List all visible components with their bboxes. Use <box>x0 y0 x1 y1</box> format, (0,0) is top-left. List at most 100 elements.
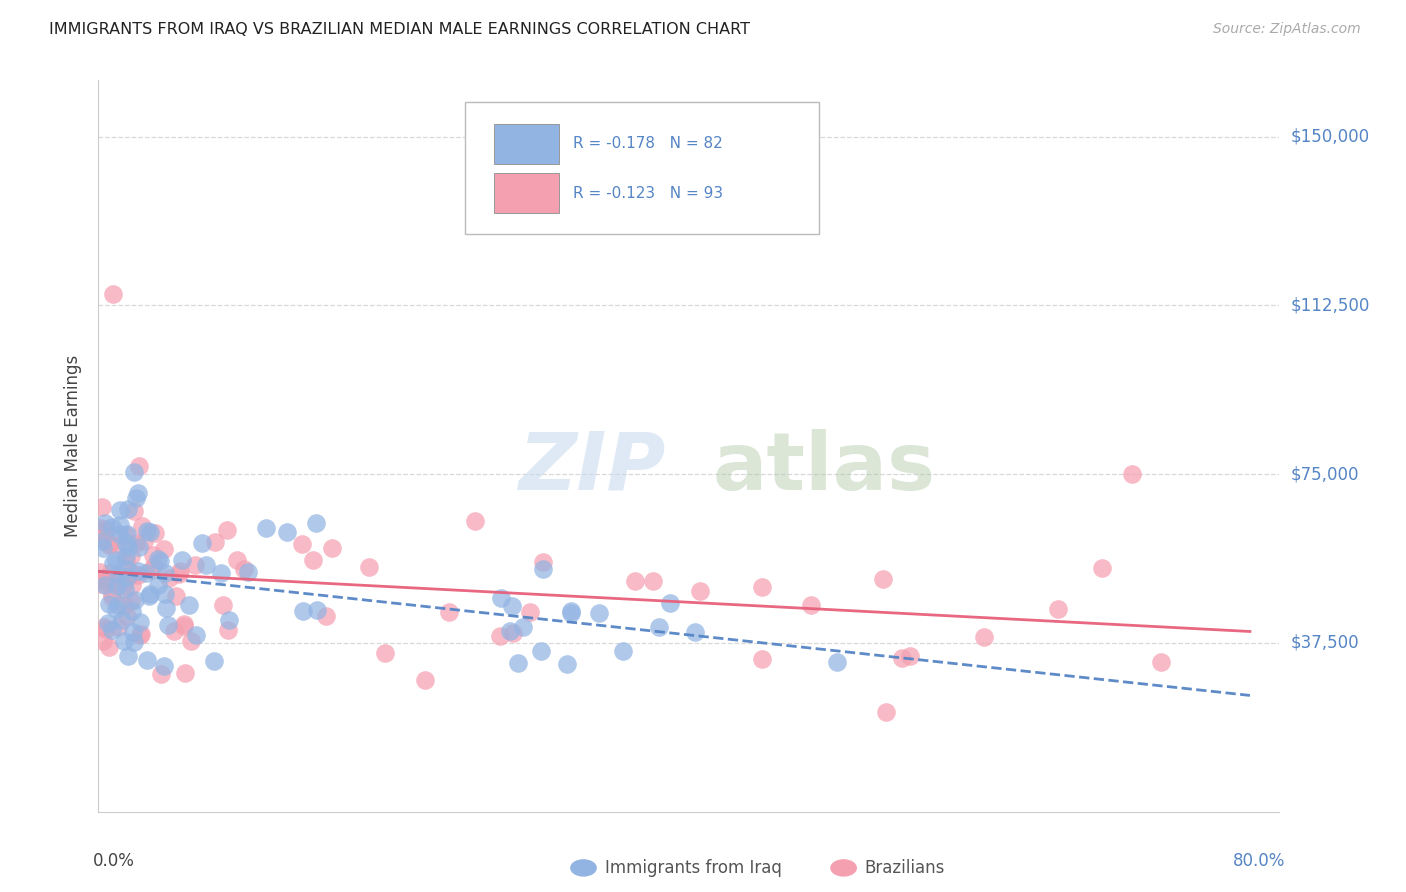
Point <box>211 599 233 613</box>
Point <box>90 577 112 591</box>
Point <box>1121 467 1143 482</box>
Point <box>291 536 314 550</box>
Point <box>143 559 166 574</box>
Text: $37,500: $37,500 <box>1291 634 1360 652</box>
Point <box>218 614 240 628</box>
Point <box>204 535 226 549</box>
Point <box>121 578 143 592</box>
Point <box>114 582 136 596</box>
Point <box>101 287 124 301</box>
Point <box>180 633 202 648</box>
Point <box>173 666 195 681</box>
Point <box>115 571 138 585</box>
Point <box>658 596 681 610</box>
Point <box>128 458 150 473</box>
Point <box>872 572 894 586</box>
Point <box>101 623 124 637</box>
Point <box>136 524 159 538</box>
Point <box>489 591 512 605</box>
Point <box>557 657 579 671</box>
Point <box>104 601 127 615</box>
Point <box>105 552 128 566</box>
Point <box>127 568 149 582</box>
Text: 80.0%: 80.0% <box>1233 852 1285 870</box>
Point <box>98 537 121 551</box>
Point <box>105 538 128 552</box>
Point <box>232 562 254 576</box>
Text: IMMIGRANTS FROM IRAQ VS BRAZILIAN MEDIAN MALE EARNINGS CORRELATION CHART: IMMIGRANTS FROM IRAQ VS BRAZILIAN MEDIAN… <box>49 22 751 37</box>
Point <box>115 609 138 624</box>
Point <box>501 599 523 613</box>
Point <box>103 557 125 571</box>
Point <box>305 516 328 531</box>
Point <box>112 634 135 648</box>
Point <box>531 555 554 569</box>
Text: atlas: atlas <box>713 429 935 507</box>
Point <box>115 527 138 541</box>
Point <box>359 560 381 574</box>
Point <box>89 572 111 586</box>
Point <box>115 562 138 576</box>
Point <box>900 649 922 664</box>
Point <box>1091 561 1114 575</box>
Text: Immigrants from Iraq: Immigrants from Iraq <box>605 859 782 877</box>
Point <box>127 564 149 578</box>
Point <box>100 520 122 534</box>
Point <box>612 644 634 658</box>
Point <box>648 620 671 634</box>
Point <box>177 598 200 612</box>
Point <box>117 502 139 516</box>
Text: $112,500: $112,500 <box>1291 296 1369 314</box>
Point <box>215 523 238 537</box>
Point <box>120 549 142 563</box>
Point <box>139 563 162 577</box>
FancyBboxPatch shape <box>464 103 818 234</box>
Point <box>101 590 124 604</box>
Point <box>157 572 180 586</box>
Point <box>307 603 329 617</box>
Point <box>129 627 152 641</box>
Point <box>191 536 214 550</box>
Text: ZIP: ZIP <box>517 429 665 507</box>
Point <box>108 517 131 532</box>
Point <box>560 607 582 621</box>
Point <box>122 465 145 479</box>
Point <box>117 541 139 555</box>
Point <box>108 503 131 517</box>
Point <box>153 659 176 673</box>
Point <box>374 646 396 660</box>
Point <box>136 653 159 667</box>
Point <box>302 552 325 566</box>
Point <box>184 558 207 572</box>
Text: $150,000: $150,000 <box>1291 128 1369 145</box>
Text: Brazilians: Brazilians <box>865 859 945 877</box>
Point <box>163 624 186 638</box>
FancyBboxPatch shape <box>494 124 560 164</box>
Point <box>155 601 177 615</box>
Point <box>751 651 773 665</box>
Point <box>107 566 129 581</box>
Point <box>145 525 167 540</box>
Point <box>121 566 143 580</box>
Point <box>156 617 179 632</box>
Point <box>236 565 259 579</box>
Point <box>94 571 117 585</box>
Point <box>825 655 848 669</box>
Point <box>560 603 582 617</box>
Point <box>90 533 112 548</box>
Point <box>226 553 249 567</box>
Point <box>588 606 610 620</box>
Point <box>128 540 150 554</box>
Point <box>437 605 460 619</box>
Point <box>413 673 436 687</box>
Point <box>105 579 128 593</box>
Point <box>173 616 195 631</box>
Point <box>112 579 135 593</box>
Point <box>139 587 162 601</box>
Point <box>488 629 510 643</box>
Point <box>641 574 664 588</box>
Point <box>89 565 111 579</box>
Point <box>97 616 120 631</box>
Point <box>254 521 277 535</box>
Point <box>114 598 136 612</box>
